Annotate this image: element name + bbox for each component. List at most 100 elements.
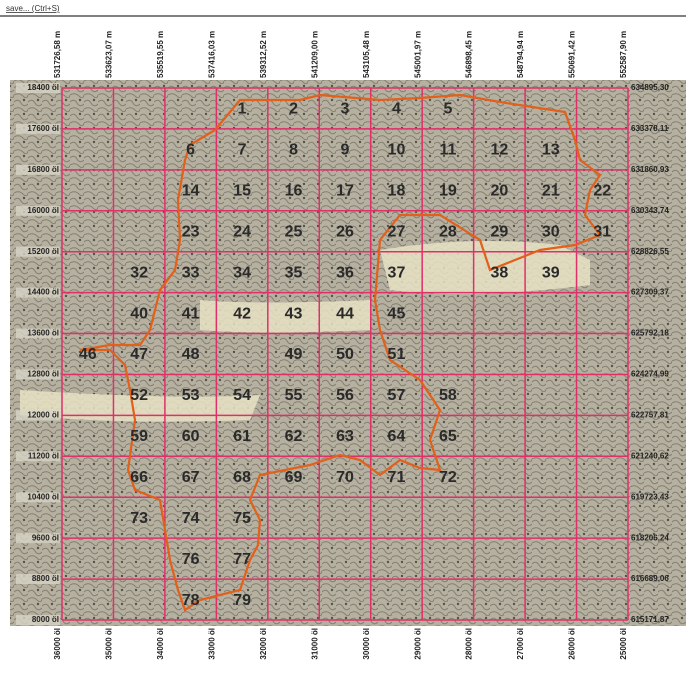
cell-number: 2 xyxy=(289,101,298,118)
cell-number: 58 xyxy=(439,387,457,404)
top-bar xyxy=(0,0,686,5)
cell-number: 33 xyxy=(182,264,200,281)
cell-number: 67 xyxy=(182,469,200,486)
right-coordinate: 625792,18 xyxy=(631,329,669,338)
right-coordinate: 622757,81 xyxy=(631,410,669,419)
bottom-coordinate: 34000 öl xyxy=(156,628,165,660)
cell-number: 7 xyxy=(238,142,247,159)
cell-number: 50 xyxy=(336,346,354,363)
top-coordinate: 537416,03 m xyxy=(207,31,216,78)
cell-number: 59 xyxy=(130,428,148,445)
cell-number: 25 xyxy=(285,223,303,240)
cell-number: 13 xyxy=(542,142,560,159)
right-coordinate: 615171,87 xyxy=(631,615,669,624)
cell-number: 1 xyxy=(238,101,247,118)
cell-number: 71 xyxy=(388,469,406,486)
bottom-coordinate: 32000 öl xyxy=(259,628,268,660)
left-coordinate: 10400 öl xyxy=(27,492,59,501)
left-coordinate: 16000 öl xyxy=(27,206,59,215)
left-coordinate: 9600 öl xyxy=(32,533,59,542)
top-coordinate: 546898,45 m xyxy=(465,31,474,78)
right-coordinate: 618206,24 xyxy=(631,533,669,542)
left-coordinate: 16800 öl xyxy=(27,165,59,174)
cell-number: 12 xyxy=(490,142,508,159)
cell-number: 18 xyxy=(388,183,406,200)
bottom-coordinate: 35000 öl xyxy=(105,628,114,660)
cell-number: 37 xyxy=(388,264,406,281)
top-coordinate: 552587,90 m xyxy=(619,31,628,78)
cell-number: 73 xyxy=(130,510,148,527)
cell-number: 65 xyxy=(439,428,457,445)
left-coordinate: 18400 öl xyxy=(27,83,59,92)
cell-number: 48 xyxy=(182,346,200,363)
cell-number: 49 xyxy=(285,346,303,363)
cell-number: 46 xyxy=(79,346,97,363)
cell-number: 62 xyxy=(285,428,303,445)
bottom-coordinate: 29000 öl xyxy=(413,628,422,660)
cell-number: 44 xyxy=(336,305,354,322)
cell-number: 70 xyxy=(336,469,354,486)
cell-number: 36 xyxy=(336,264,354,281)
cell-number: 78 xyxy=(182,592,200,609)
left-coordinate: 8000 öl xyxy=(32,615,59,624)
top-coordinate: 548794,94 m xyxy=(516,31,525,78)
left-coordinate: 12000 öl xyxy=(27,410,59,419)
right-coordinate: 633378,11 xyxy=(631,124,669,133)
cell-number: 52 xyxy=(130,387,148,404)
left-coordinate: 13600 öl xyxy=(27,329,59,338)
right-coordinate: 624274,99 xyxy=(631,370,669,379)
right-coordinate: 616689,06 xyxy=(631,574,669,583)
cell-number: 19 xyxy=(439,183,457,200)
right-coordinate: 619723,43 xyxy=(631,492,669,501)
top-coordinate: 543105,48 m xyxy=(362,31,371,78)
top-coordinate: 535519,55 m xyxy=(156,31,165,78)
cell-number: 61 xyxy=(233,428,251,445)
cell-number: 55 xyxy=(285,387,303,404)
right-coordinate: 628826,55 xyxy=(631,247,669,256)
right-coordinate: 631860,93 xyxy=(631,165,669,174)
top-coordinate: 533623,07 m xyxy=(105,31,114,78)
cell-number: 76 xyxy=(182,551,200,568)
cell-number: 22 xyxy=(593,183,611,200)
cell-number: 47 xyxy=(130,346,148,363)
cell-number: 3 xyxy=(341,101,350,118)
cell-number: 51 xyxy=(388,346,406,363)
top-coordinate: 539312,52 m xyxy=(259,31,268,78)
left-coordinate: 8800 öl xyxy=(32,574,59,583)
cell-number: 56 xyxy=(336,387,354,404)
cell-number: 26 xyxy=(336,223,354,240)
cell-number: 17 xyxy=(336,183,354,200)
bottom-coordinate: 31000 öl xyxy=(310,628,319,660)
bottom-coordinate: 30000 öl xyxy=(362,628,371,660)
cell-number: 68 xyxy=(233,469,251,486)
cell-number: 45 xyxy=(388,305,406,322)
cell-number: 41 xyxy=(182,305,200,322)
cell-number: 16 xyxy=(285,183,303,200)
cell-number: 10 xyxy=(388,142,406,159)
cell-number: 66 xyxy=(130,469,148,486)
cell-number: 35 xyxy=(285,264,303,281)
cell-number: 72 xyxy=(439,469,457,486)
cell-number: 74 xyxy=(182,510,200,527)
cell-number: 38 xyxy=(490,264,508,281)
cell-number: 32 xyxy=(130,264,148,281)
left-coordinate: 12800 öl xyxy=(27,370,59,379)
cell-number: 69 xyxy=(285,469,303,486)
top-coordinate: 550691,42 m xyxy=(568,31,577,78)
cell-number: 14 xyxy=(182,183,200,200)
cell-number: 75 xyxy=(233,510,251,527)
cell-number: 57 xyxy=(388,387,406,404)
right-coordinate: 627309,37 xyxy=(631,288,669,297)
map-view: save... (Ctrl+S) 531726,58 m36000 öl5336… xyxy=(0,0,686,673)
cell-number: 8 xyxy=(289,142,298,159)
cell-number: 60 xyxy=(182,428,200,445)
left-coordinate: 17600 öl xyxy=(27,124,59,133)
cell-number: 29 xyxy=(490,223,508,240)
cell-number: 42 xyxy=(233,305,251,322)
cell-number: 31 xyxy=(593,223,611,240)
left-coordinate: 15200 öl xyxy=(27,247,59,256)
right-coordinate: 630343,74 xyxy=(631,206,669,215)
toolbar-hint: save... (Ctrl+S) xyxy=(6,4,60,13)
cell-number: 21 xyxy=(542,183,560,200)
cell-number: 5 xyxy=(443,101,452,118)
